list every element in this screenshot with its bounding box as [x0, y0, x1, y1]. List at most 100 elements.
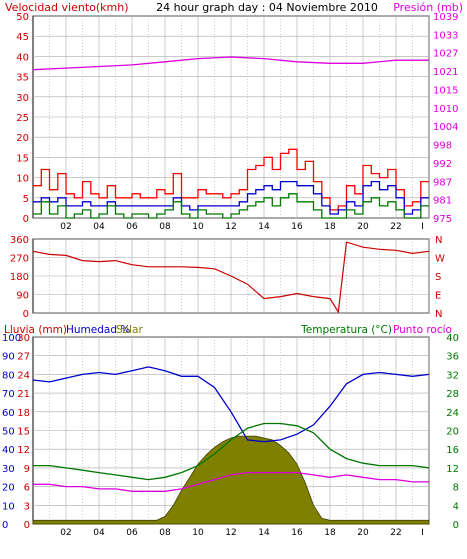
series-line-wind-green	[33, 193, 429, 219]
series-line-temperatura-c-	[33, 422, 430, 481]
pressure-y-tick-label: 1027	[433, 49, 458, 60]
graph-title: 24 hour graph day : 04 Noviembre 2010	[156, 1, 378, 14]
compass-tick-label: S	[435, 272, 441, 283]
temperature-y-tick-label: 36	[446, 352, 459, 363]
wind-y-tick-label: 35	[16, 73, 29, 84]
series-line-punto-roc-o	[33, 471, 429, 492]
x-tick-label: 08	[159, 528, 171, 538]
rain-y-tick-label: 6	[24, 483, 30, 494]
rain-y-tick-label: 24	[17, 370, 30, 381]
direction-y-tick-label: 90	[16, 291, 29, 302]
temperature-y-tick-label: 32	[446, 370, 459, 381]
temperature-y-tick-label: 24	[446, 408, 459, 419]
solar-area	[32, 435, 430, 525]
direction-y-tick-label: 270	[10, 254, 29, 265]
temperature-y-tick-label: 28	[446, 389, 459, 400]
pressure-y-tick-label: 1010	[433, 104, 458, 115]
humidity-y-tick-label: 40	[2, 445, 15, 456]
humidity-y-tick-label: 60	[2, 408, 15, 419]
x-tick-label: 06	[126, 222, 138, 232]
x-tick-label: I	[421, 222, 424, 232]
humidity-y-tick-label: 80	[2, 370, 15, 381]
x-tick-label: 20	[357, 222, 369, 232]
x-tick-label: 12	[225, 222, 236, 232]
x-tick-label: 02	[60, 222, 71, 232]
wind-speed-axis-title: Velocidad viento(kmh)	[5, 1, 129, 14]
x-tick-label: 12	[225, 528, 236, 538]
humidity-y-tick-label: 10	[2, 501, 15, 512]
humidity-y-tick-label: 70	[2, 389, 15, 400]
pressure-y-tick-label: 981	[433, 196, 452, 207]
solar-label: Solar	[116, 324, 143, 336]
dewpoint-axis-title: Punto rocío	[393, 324, 452, 336]
wind-y-tick-label: 50	[16, 12, 29, 23]
rain-y-tick-label: 12	[17, 445, 30, 456]
x-tick-label: 20	[357, 528, 369, 538]
rain-y-tick-label: 0	[24, 520, 30, 531]
pressure-y-tick-label: 1033	[433, 30, 458, 41]
wind-y-tick-label: 30	[16, 93, 29, 104]
temperature-y-tick-label: 12	[446, 464, 459, 475]
wind-y-tick-label: 15	[16, 153, 29, 164]
x-tick-label: 10	[192, 528, 204, 538]
wind-y-tick-label: 0	[23, 214, 29, 225]
series-line-humedad-	[32, 366, 430, 443]
temperature-y-tick-label: 4	[453, 501, 459, 512]
pressure-y-tick-label: 975	[433, 214, 452, 225]
pressure-y-tick-label: 1021	[433, 67, 458, 78]
compass-tick-label: N	[435, 235, 442, 246]
compass-tick-label: W	[435, 254, 445, 265]
pressure-y-tick-label: 1004	[433, 122, 458, 133]
direction-y-tick-label: 360	[10, 235, 29, 246]
humidity-y-tick-label: 30	[2, 464, 15, 475]
x-tick-label: 14	[258, 528, 270, 538]
pressure-y-tick-label: 998	[433, 141, 452, 152]
humidity-y-tick-label: 50	[2, 427, 15, 438]
direction-y-tick-label: 180	[10, 272, 29, 283]
pressure-y-tick-label: 987	[433, 177, 452, 188]
rain-y-tick-label: 27	[17, 352, 30, 363]
rain-y-tick-label: 21	[17, 389, 30, 400]
humidity-y-tick-label: 20	[2, 483, 15, 494]
rain-y-tick-label: 30	[17, 333, 30, 344]
temperature-y-tick-label: 8	[453, 483, 459, 494]
pressure-y-tick-label: 1039	[433, 12, 458, 23]
x-tick-label: 18	[324, 222, 336, 232]
axis-layer: 02 04 06 08 10 12 14 16 18 20 22 I02 04 06 08 10 12 14 16 1…	[2, 12, 459, 538]
rain-axis-title: Lluvia (mm)	[4, 324, 67, 336]
temperature-y-tick-label: 20	[446, 427, 459, 438]
rain-y-tick-label: 15	[17, 427, 30, 438]
compass-tick-label: E	[435, 291, 441, 302]
humidity-y-tick-label: 0	[2, 520, 8, 531]
x-tick-label: 14	[258, 222, 270, 232]
rain-y-tick-label: 3	[24, 501, 30, 512]
x-tick-label: 16	[291, 528, 303, 538]
wind-y-tick-label: 20	[16, 133, 29, 144]
wind-y-tick-label: 25	[16, 113, 29, 124]
x-tick-label: 22	[390, 222, 401, 232]
humidity-axis-title: Humedad %	[66, 324, 130, 336]
humidity-y-tick-label: 100	[2, 333, 21, 344]
series-line-wind-average	[33, 180, 429, 215]
x-tick-label: 22	[390, 528, 401, 538]
series-line-presi-n-mb-	[32, 56, 429, 71]
humidity-y-tick-label: 90	[2, 352, 15, 363]
x-tick-label: 02	[60, 528, 71, 538]
pressure-axis-title: Presión (mb)	[393, 1, 463, 14]
compass-tick-label: N	[435, 309, 442, 320]
pressure-y-tick-label: 1015	[433, 85, 458, 96]
temperature-axis-title: Temperatura (°C)	[300, 324, 392, 336]
x-tick-label: 04	[93, 528, 105, 538]
x-tick-label: 16	[291, 222, 303, 232]
wind-y-tick-label: 40	[16, 52, 29, 63]
temperature-y-tick-label: 0	[453, 520, 459, 531]
x-tick-label: 18	[324, 528, 336, 538]
x-tick-label: 06	[126, 528, 138, 538]
x-tick-label: 10	[192, 222, 204, 232]
pressure-y-tick-label: 992	[433, 159, 452, 170]
series-line-direction	[32, 241, 430, 314]
wind-y-tick-label: 5	[23, 194, 29, 205]
series-line-velocidad-viento-kmh-	[33, 148, 429, 211]
